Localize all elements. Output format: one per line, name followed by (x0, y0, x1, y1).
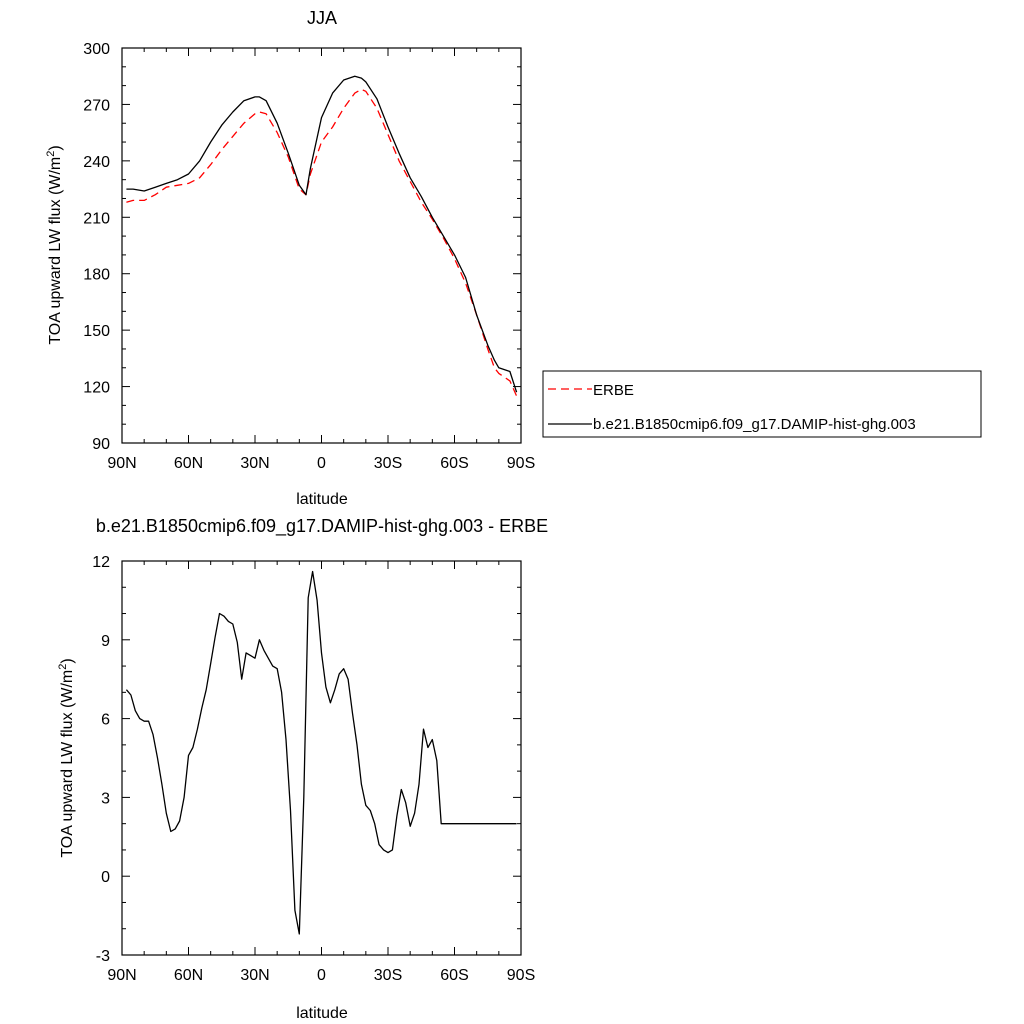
top-y-tick-label: 120 (83, 380, 110, 397)
bottom-x-tick-label: 30S (374, 967, 402, 984)
bottom-x-axis-label: latitude (296, 1005, 348, 1022)
top-x-tick-label: 30N (240, 455, 269, 472)
top-y-tick-label: 300 (83, 41, 110, 58)
bottom-y-tick-label: 0 (101, 869, 110, 886)
bottom-x-tick-label: 60N (174, 967, 203, 984)
top-panel: JJA TOA upward LW flux (W/m2) latitude E… (45, 8, 982, 508)
bottom-x-tick-label: 90N (107, 967, 136, 984)
top-y-tick-label: 210 (83, 210, 110, 227)
bottom-y-tick-label: -3 (96, 948, 110, 965)
top-erbe-line (126, 88, 518, 397)
top-model-line (126, 75, 518, 393)
top-x-tick-label: 90S (507, 455, 535, 472)
top-y-tick-label: 240 (83, 154, 110, 171)
top-x-tick-label: 60S (440, 455, 468, 472)
bottom-y-axis-label: TOA upward LW flux (W/m2) (57, 658, 76, 857)
top-x-tick-label: 90N (107, 455, 136, 472)
top-y-tick-label: 180 (83, 267, 110, 284)
top-plot-frame (121, 47, 522, 444)
top-x-tick-label: 0 (317, 455, 326, 472)
bottom-y-tick-label: 3 (101, 790, 110, 807)
bottom-y-tick-label: 9 (101, 633, 110, 650)
bottom-plot-frame (121, 560, 522, 956)
bottom-panel: b.e21.B1850cmip6.f09_g17.DAMIP-hist-ghg.… (57, 516, 548, 1022)
legend: ERBE b.e21.B1850cmip6.f09_g17.DAMIP-hist… (542, 370, 982, 438)
legend-label-model: b.e21.B1850cmip6.f09_g17.DAMIP-hist-ghg.… (593, 416, 916, 433)
legend-box (542, 370, 982, 438)
bottom-difference-line (125, 570, 517, 935)
bottom-chart-title: b.e21.B1850cmip6.f09_g17.DAMIP-hist-ghg.… (96, 516, 548, 537)
top-chart-title: JJA (307, 8, 337, 28)
top-y-axis-label: TOA upward LW flux (W/m2) (45, 145, 64, 344)
bottom-y-tick-label: 6 (101, 712, 110, 729)
top-x-tick-label: 30S (374, 455, 402, 472)
top-y-tick-label: 270 (83, 97, 110, 114)
legend-label-erbe: ERBE (593, 382, 634, 399)
top-x-tick-label: 60N (174, 455, 203, 472)
top-x-axis-label: latitude (296, 491, 348, 508)
top-y-tick-label: 150 (83, 323, 110, 340)
bottom-x-tick-label: 0 (317, 967, 326, 984)
bottom-x-tick-label: 60S (440, 967, 468, 984)
top-y-tick-label: 90 (92, 436, 110, 453)
bottom-x-tick-label: 30N (240, 967, 269, 984)
bottom-y-tick-label: 12 (92, 554, 110, 571)
bottom-x-tick-label: 90S (507, 967, 535, 984)
